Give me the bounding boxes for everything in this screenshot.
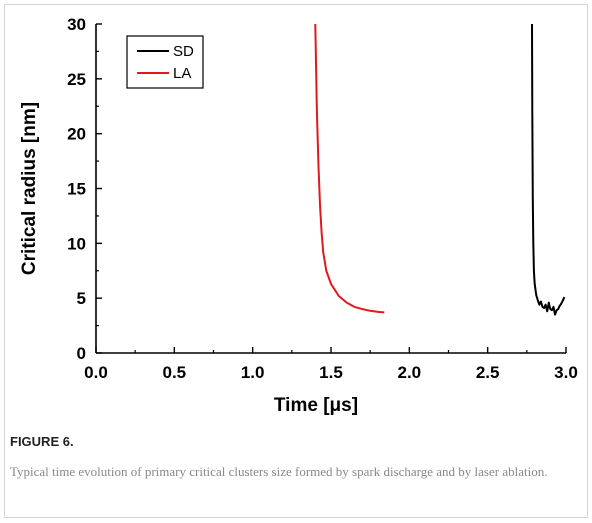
line-chart: 0.0 0.5 1.0 1.5 2.0 2.5 3.0 0 5 10 15 20 25 30 Time [μ… <box>19 15 578 416</box>
y-tick-label: 0 <box>77 344 86 363</box>
series-line-la <box>314 23 385 314</box>
y-tick-label: 10 <box>67 234 86 253</box>
legend-label-la: LA <box>173 65 191 82</box>
y-tick-label: 15 <box>67 180 86 199</box>
figure-caption: Typical time evolution of primary critic… <box>10 464 548 479</box>
x-tick-label: 3.0 <box>554 363 578 382</box>
x-tick-label: 0.0 <box>84 363 108 382</box>
y-tick-label: 20 <box>67 125 86 144</box>
plot-area: 0.0 0.5 1.0 1.5 2.0 2.5 3.0 0 5 10 15 20 25 30 Time [μ… <box>19 15 578 416</box>
series-line-sd <box>531 23 566 316</box>
figure-label: FIGURE 6. <box>10 434 74 449</box>
x-tick-label: 2.0 <box>398 363 422 382</box>
figure-frame <box>4 4 588 518</box>
y-axis-title: Critical radius [nm] <box>19 102 40 275</box>
y-tick-label: 5 <box>77 289 86 308</box>
x-tick-label: 1.0 <box>241 363 265 382</box>
x-axis-title: Time [μs] <box>274 395 358 416</box>
x-tick-label: 2.5 <box>476 363 500 382</box>
legend-label-sd: SD <box>173 43 194 60</box>
x-tick-label: 0.5 <box>163 363 187 382</box>
y-tick-label: 25 <box>67 70 86 89</box>
x-tick-label: 1.5 <box>319 363 343 382</box>
legend-box <box>126 35 204 89</box>
y-tick-label: 30 <box>67 15 86 34</box>
